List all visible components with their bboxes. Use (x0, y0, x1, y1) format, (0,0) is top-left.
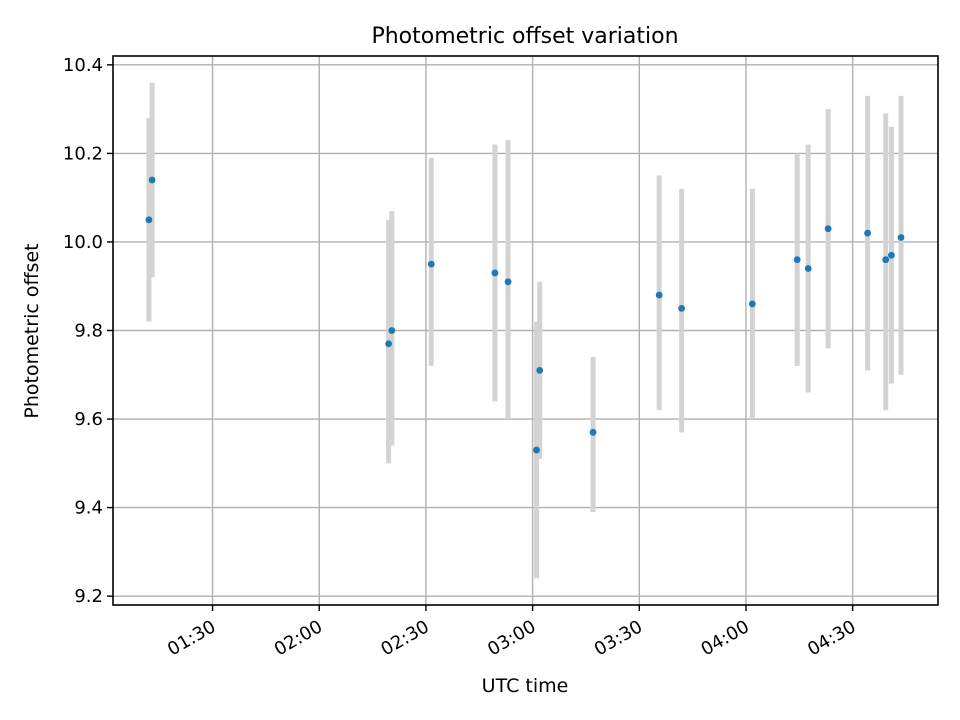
x-tick-label: 03:00 (484, 616, 539, 660)
y-tick-label: 10.2 (63, 143, 103, 164)
data-point (678, 304, 686, 312)
data-point (888, 251, 895, 259)
data-point (589, 428, 597, 436)
x-axis-label: UTC time (482, 675, 569, 697)
chart-title: Photometric offset variation (371, 24, 678, 49)
data-point (655, 291, 663, 299)
y-axis-label: Photometric offset (21, 243, 43, 418)
x-tick-label: 01:30 (164, 616, 219, 660)
x-tick-label: 04:30 (804, 616, 859, 660)
data-point (804, 265, 812, 272)
data-point (491, 269, 499, 277)
data-point (536, 366, 544, 374)
tick-layer: 01:30 02:00 02:30 03:00 03:30 04:00 04:30 9.2 9.… (63, 55, 860, 660)
data-point (145, 216, 153, 224)
y-tick-label: 9.4 (74, 498, 103, 519)
data-point (533, 446, 540, 454)
y-tick-label: 9.8 (74, 321, 103, 342)
y-tick-label: 10.4 (63, 55, 103, 76)
data-point (824, 225, 832, 233)
point-layer (145, 176, 905, 454)
y-tick-label: 9.2 (74, 586, 103, 607)
data-point (897, 234, 905, 241)
data-point (793, 256, 801, 264)
data-point (148, 176, 156, 184)
data-point (748, 300, 756, 308)
x-tick-label: 02:30 (377, 616, 432, 660)
x-tick-label: 02:00 (271, 616, 326, 660)
x-tick-label: 04:00 (697, 616, 752, 660)
data-point (504, 278, 512, 286)
x-tick-label: 03:30 (591, 616, 646, 660)
data-point (882, 256, 890, 264)
y-tick-label: 10.0 (63, 232, 103, 253)
data-point (427, 260, 435, 268)
data-point (385, 340, 392, 348)
y-tick-label: 9.6 (74, 409, 103, 430)
grid-layer (113, 56, 938, 605)
data-point (864, 229, 871, 237)
data-point (388, 327, 396, 334)
